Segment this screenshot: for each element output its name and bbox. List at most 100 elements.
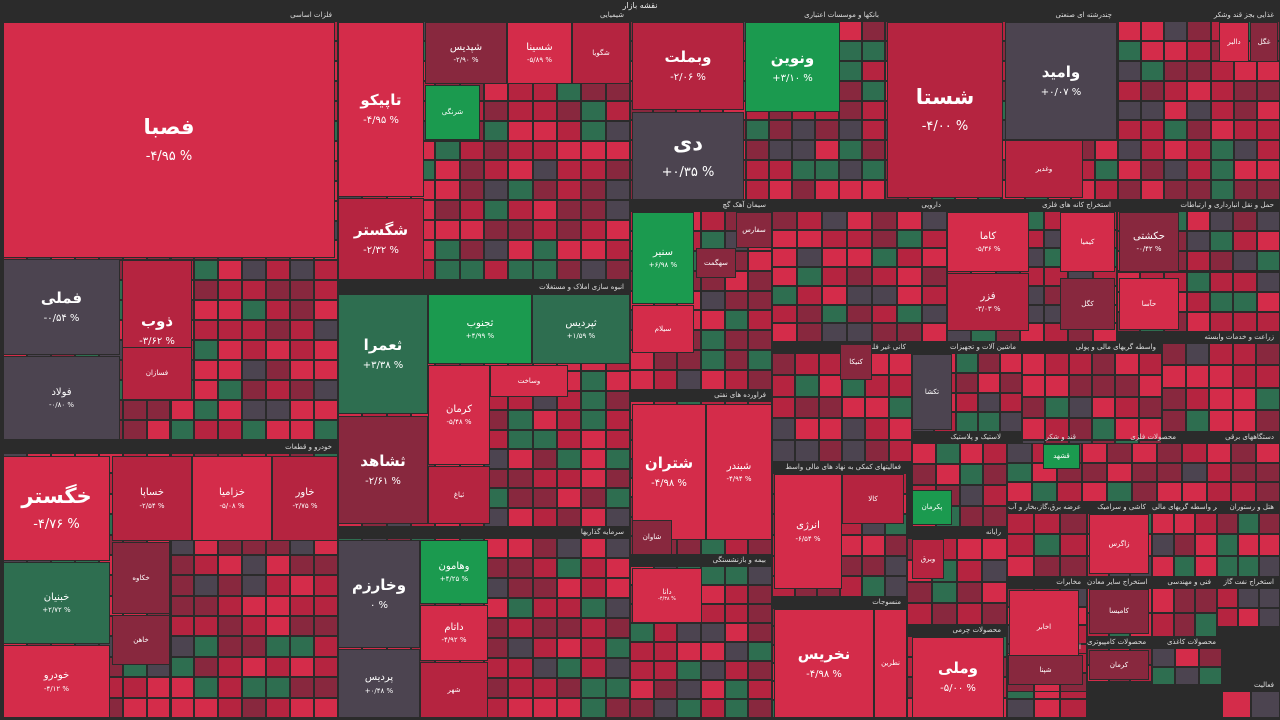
stock-cell[interactable] [1182,462,1207,483]
stock-tile[interactable]: فزر -۳/۰۳ % [947,273,1029,331]
stock-cell[interactable] [957,581,982,604]
stock-tile[interactable]: حکشتی -۰/۴۲ % [1119,212,1179,272]
stock-cell[interactable] [532,100,557,121]
stock-cell[interactable] [1238,555,1259,577]
stock-cell[interactable] [314,656,338,678]
stock-cell[interactable] [677,623,701,642]
stock-cell[interactable] [1185,365,1210,388]
stock-cell[interactable] [982,603,1007,625]
stock-cell[interactable] [532,598,557,618]
stock-cell[interactable] [1232,409,1257,432]
stock-cell[interactable] [266,697,291,718]
stock-cell[interactable] [1256,211,1280,232]
stock-cell[interactable] [508,538,533,558]
stock-cell[interactable] [1132,443,1157,463]
stock-cell[interactable] [1164,140,1188,161]
stock-cell[interactable] [532,638,557,658]
stock-cell[interactable] [822,211,847,230]
stock-cell[interactable] [242,380,267,401]
stock-cell[interactable] [581,488,606,508]
stock-cell[interactable] [242,554,267,576]
stock-cell[interactable] [888,353,912,375]
stock-cell[interactable] [818,374,842,397]
stock-cell[interactable] [581,538,606,558]
stock-cell[interactable] [748,250,772,271]
stock-cell[interactable] [957,603,982,625]
stock-cell[interactable] [839,555,862,577]
stock-tile[interactable]: فملی -۰/۵۴ % [3,259,120,355]
stock-cell[interactable] [1007,555,1034,577]
stock-cell[interactable] [815,140,839,161]
stock-tile[interactable]: پکرمان [912,490,952,525]
stock-cell[interactable] [532,410,557,430]
stock-cell[interactable] [797,267,822,286]
stock-cell[interactable] [701,370,725,390]
stock-cell[interactable] [653,350,678,371]
stock-tile[interactable]: کگل [1060,278,1115,330]
stock-cell[interactable] [557,449,582,469]
stock-cell[interactable] [847,211,872,230]
stock-cell[interactable] [194,554,219,576]
stock-cell[interactable] [1231,462,1256,483]
stock-cell[interactable] [605,658,630,678]
stock-cell[interactable] [1132,482,1157,502]
stock-cell[interactable] [1138,396,1162,419]
stock-tile[interactable]: وملی -۵/۰۰ % [912,637,1004,718]
stock-cell[interactable] [1233,140,1257,161]
stock-cell[interactable] [1217,555,1238,577]
stock-cell[interactable] [677,699,701,718]
stock-cell[interactable] [194,260,219,281]
stock-cell[interactable] [218,616,243,637]
stock-cell[interactable] [1256,180,1280,200]
stock-tile[interactable]: زاگرس [1089,514,1149,574]
stock-cell[interactable] [484,180,509,201]
stock-cell[interactable] [797,285,822,305]
stock-cell[interactable] [792,180,816,200]
stock-cell[interactable] [1233,311,1257,332]
stock-cell[interactable] [581,220,606,241]
stock-cell[interactable] [701,623,725,642]
stock-cell[interactable] [1210,180,1234,200]
stock-cell[interactable] [581,698,606,718]
stock-cell[interactable] [1259,513,1280,535]
stock-cell[interactable] [1138,353,1162,375]
stock-cell[interactable] [532,678,557,698]
stock-cell[interactable] [822,229,847,249]
stock-cell[interactable] [605,507,630,527]
stock-cell[interactable] [1032,482,1057,502]
stock-cell[interactable] [581,240,606,261]
stock-cell[interactable] [557,618,582,638]
stock-cell[interactable] [1255,482,1280,502]
stock-tile[interactable]: وبرق [912,539,944,579]
stock-tile[interactable]: شهر [420,662,488,718]
stock-tile[interactable]: شبندر -۴/۹۴ % [706,404,772,540]
stock-cell[interactable] [532,260,557,280]
stock-cell[interactable] [532,468,557,488]
stock-cell[interactable] [1141,180,1165,200]
stock-cell[interactable] [884,535,907,556]
stock-cell[interactable] [242,420,267,440]
stock-cell[interactable] [862,535,885,556]
stock-cell[interactable] [897,211,922,230]
stock-cell[interactable] [1251,691,1280,718]
stock-cell[interactable] [1206,462,1231,483]
stock-cell[interactable] [1231,482,1256,502]
stock-cell[interactable] [1186,271,1211,292]
stock-cell[interactable] [459,160,484,181]
stock-cell[interactable] [1210,120,1234,141]
stock-cell[interactable] [815,160,839,181]
stock-cell[interactable] [748,370,772,390]
stock-cell[interactable] [557,260,582,280]
stock-cell[interactable] [847,285,872,305]
stock-cell[interactable] [1195,588,1217,613]
stock-cell[interactable] [1141,100,1165,121]
stock-cell[interactable] [266,300,291,321]
stock-cell[interactable] [266,656,291,678]
stock-cell[interactable] [861,120,885,141]
stock-cell[interactable] [959,506,984,527]
stock-cell[interactable] [1187,40,1211,61]
stock-cell[interactable] [797,211,822,230]
stock-cell[interactable] [847,267,872,286]
stock-cell[interactable] [884,555,907,577]
stock-tile[interactable]: دانا -۴/۳۸ % [632,568,702,623]
